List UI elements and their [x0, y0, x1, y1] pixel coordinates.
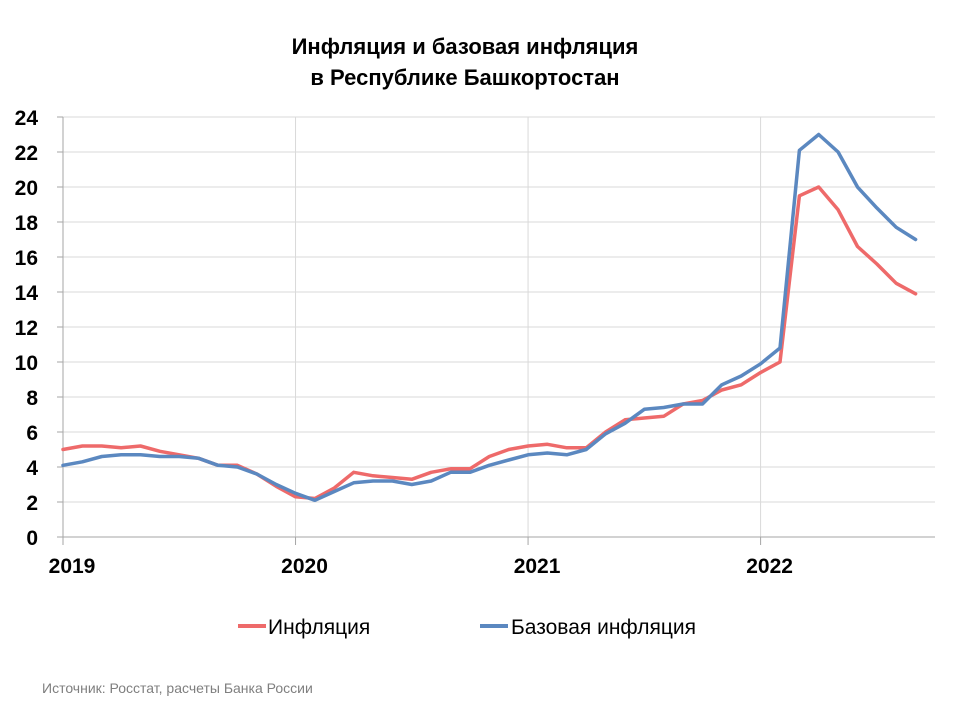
- chart-title-line-1: Инфляция и базовая инфляция: [292, 34, 639, 59]
- y-tick-label: 20: [15, 177, 38, 200]
- source-note: Источник: Росстат, расчеты Банка России: [42, 680, 313, 696]
- legend-label-core-inflation: Базовая инфляция: [511, 616, 696, 639]
- x-axis-ticks: 2019 2020 2021 2022: [49, 537, 793, 578]
- series-lines: [61, 132, 918, 503]
- x-tick-label: 2021: [514, 555, 561, 578]
- y-tick-label: 16: [15, 247, 38, 270]
- grid: [63, 116, 935, 537]
- y-tick-label: 22: [15, 142, 38, 165]
- x-tick-label: 2020: [281, 555, 328, 578]
- legend-label-inflation: Инфляция: [268, 616, 370, 639]
- x-tick-label: 2022: [746, 555, 793, 578]
- y-tick-label: 8: [26, 387, 38, 410]
- series-line-inflation: [61, 185, 918, 501]
- y-tick-label: 12: [15, 317, 38, 340]
- chart-title-line-2: в Республике Башкортостан: [310, 65, 619, 90]
- y-tick-label: 6: [26, 422, 38, 445]
- series-line-core-inflation: [61, 132, 918, 503]
- y-tick-label: 14: [15, 282, 39, 305]
- y-tick-label: 18: [15, 212, 39, 235]
- y-tick-label: 4: [26, 457, 38, 480]
- y-tick-label: 24: [15, 107, 39, 130]
- y-tick-label: 2: [26, 492, 38, 515]
- y-tick-label: 10: [15, 352, 38, 375]
- y-tick-label: 0: [26, 527, 38, 550]
- x-tick-label: 2019: [49, 555, 96, 578]
- legend: Инфляция Базовая инфляция: [238, 616, 696, 639]
